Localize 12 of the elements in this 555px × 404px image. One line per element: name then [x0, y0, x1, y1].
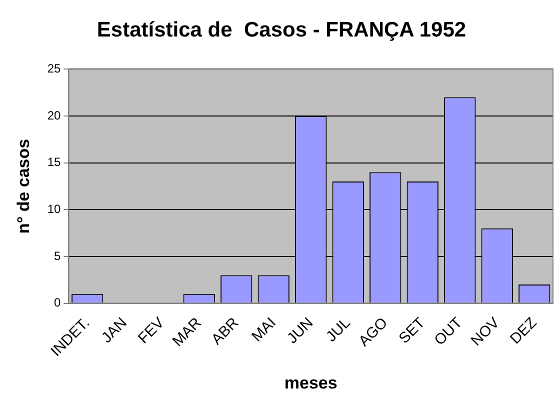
y-tick-label: 10 — [47, 202, 62, 216]
y-tick-label: 15 — [47, 155, 62, 170]
x-tick-label: JUL — [322, 314, 354, 346]
chart-title: Estatística de Casos - FRANÇA 1952 — [96, 18, 466, 42]
x-tick-label: JAN — [98, 314, 130, 346]
y-tick-label: 25 — [47, 62, 62, 76]
y-tick-label: 0 — [54, 296, 62, 310]
y-tick-label: 5 — [54, 248, 62, 263]
y-axis-title: n° de casos — [14, 138, 33, 234]
x-tick-label: MAI — [248, 314, 280, 346]
y-tick-label: 20 — [47, 108, 62, 122]
x-axis-title: meses — [284, 373, 338, 392]
